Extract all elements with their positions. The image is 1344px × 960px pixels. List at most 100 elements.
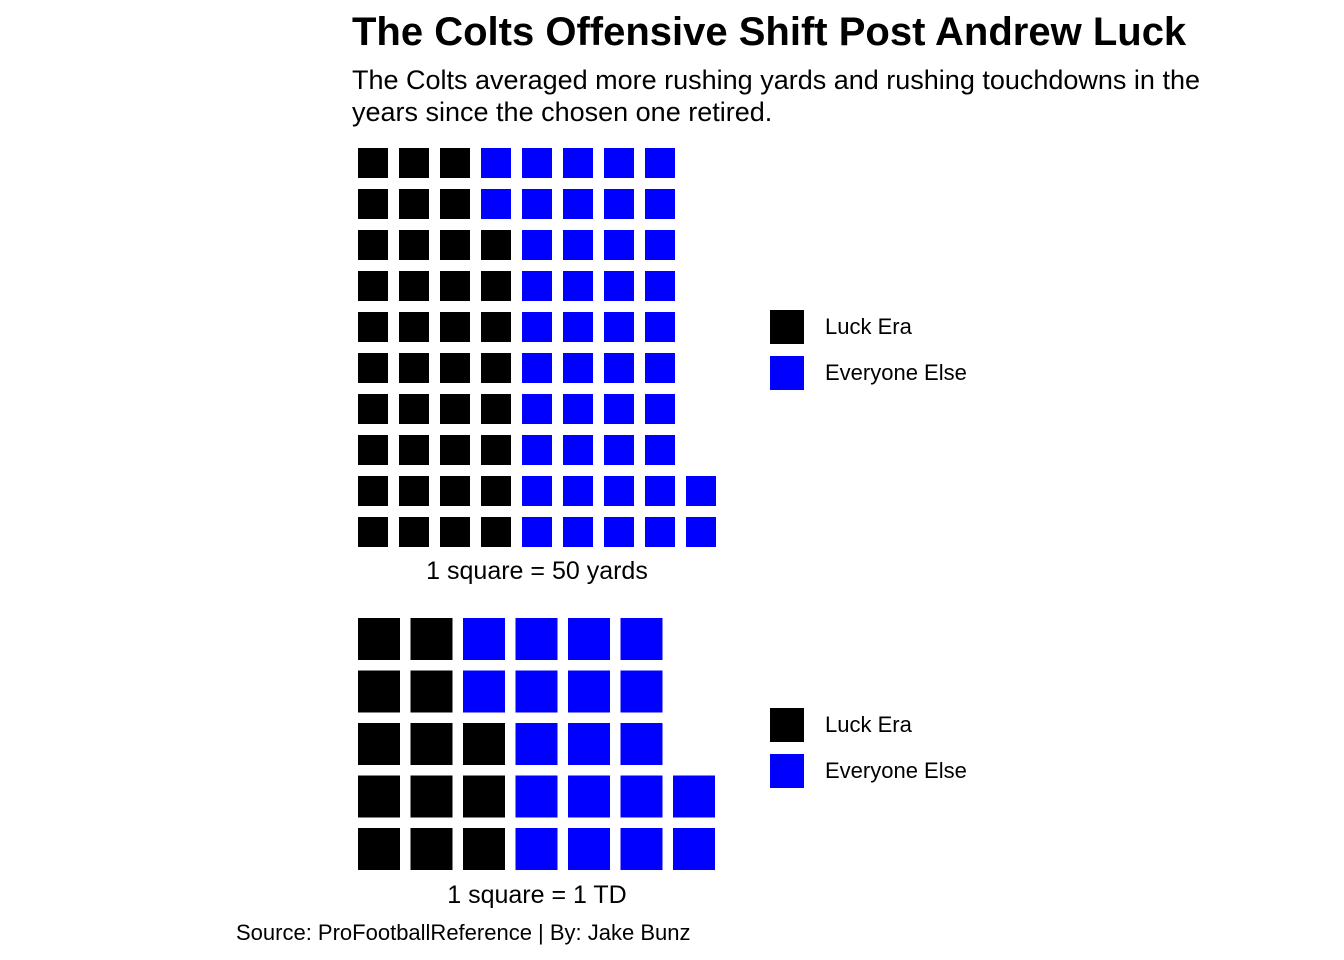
legend-swatch-everyone-else xyxy=(770,754,804,788)
source-credit: Source: ProFootballReference | By: Jake … xyxy=(236,920,691,945)
waffle-square-everyone-else xyxy=(568,618,610,660)
waffle-square-luck-era xyxy=(481,230,511,260)
waffle-square-luck-era xyxy=(440,353,470,383)
waffle-square-luck-era xyxy=(440,476,470,506)
waffle-square-luck-era xyxy=(358,723,400,765)
waffle-square-everyone-else xyxy=(522,189,552,219)
waffle-square-luck-era xyxy=(358,476,388,506)
waffle-square-luck-era xyxy=(399,230,429,260)
waffle-square-everyone-else xyxy=(645,394,675,424)
waffle-square-luck-era xyxy=(399,435,429,465)
waffle-square-luck-era xyxy=(358,312,388,342)
legend-label-everyone-else: Everyone Else xyxy=(825,360,967,385)
waffle-square-everyone-else xyxy=(522,476,552,506)
waffle-square-luck-era xyxy=(399,189,429,219)
waffle-square-everyone-else xyxy=(522,394,552,424)
waffle-square-luck-era xyxy=(440,148,470,178)
waffle-square-everyone-else xyxy=(604,517,634,547)
waffle-square-everyone-else xyxy=(522,435,552,465)
waffle-square-luck-era xyxy=(440,189,470,219)
waffle-square-everyone-else xyxy=(563,476,593,506)
waffle-square-luck-era xyxy=(358,775,400,818)
waffle-square-luck-era xyxy=(481,353,511,383)
waffle-square-everyone-else xyxy=(673,775,715,818)
chart-title: The Colts Offensive Shift Post Andrew Lu… xyxy=(352,10,1187,54)
waffle-rushing-touchdowns-caption: 1 square = 1 TD xyxy=(447,881,627,909)
legend-rushing-touchdowns: Luck Era Everyone Else xyxy=(770,702,967,794)
waffle-square-everyone-else xyxy=(604,435,634,465)
waffle-square-everyone-else xyxy=(515,618,558,660)
waffle-square-everyone-else xyxy=(563,435,593,465)
waffle-square-everyone-else xyxy=(522,271,552,301)
waffle-square-everyone-else xyxy=(563,189,593,219)
waffle-square-luck-era xyxy=(481,271,511,301)
waffle-square-luck-era xyxy=(410,828,453,870)
waffle-square-luck-era xyxy=(358,353,388,383)
waffle-square-everyone-else xyxy=(522,312,552,342)
waffle-square-everyone-else xyxy=(515,723,558,765)
waffle-square-everyone-else xyxy=(645,271,675,301)
waffle-square-everyone-else xyxy=(481,189,511,219)
waffle-square-luck-era xyxy=(440,394,470,424)
waffle-square-everyone-else xyxy=(522,230,552,260)
waffle-square-everyone-else xyxy=(563,230,593,260)
waffle-square-luck-era xyxy=(358,670,400,713)
legend-swatch-everyone-else xyxy=(770,356,804,390)
waffle-square-luck-era xyxy=(399,517,429,547)
legend-label-luck-era: Luck Era xyxy=(825,712,912,737)
waffle-square-everyone-else xyxy=(515,775,558,818)
waffle-square-everyone-else xyxy=(686,476,716,506)
waffle-rushing-yards xyxy=(352,142,722,552)
waffle-square-everyone-else xyxy=(522,353,552,383)
waffle-square-everyone-else xyxy=(604,189,634,219)
waffle-square-luck-era xyxy=(399,394,429,424)
waffle-square-everyone-else xyxy=(604,353,634,383)
waffle-square-luck-era xyxy=(358,517,388,547)
waffle-square-luck-era xyxy=(463,723,505,765)
waffle-rushing-yards-caption: 1 square = 50 yards xyxy=(426,557,648,585)
waffle-square-luck-era xyxy=(440,271,470,301)
waffle-square-everyone-else xyxy=(604,230,634,260)
legend-item-luck-era: Luck Era xyxy=(770,702,967,748)
waffle-square-everyone-else xyxy=(568,775,610,818)
legend-item-luck-era: Luck Era xyxy=(770,304,967,350)
waffle-square-everyone-else xyxy=(645,353,675,383)
waffle-square-luck-era xyxy=(440,517,470,547)
legend-item-everyone-else: Everyone Else xyxy=(770,350,967,396)
waffle-square-everyone-else xyxy=(568,723,610,765)
waffle-square-luck-era xyxy=(410,670,453,713)
waffle-square-everyone-else xyxy=(604,148,634,178)
waffle-square-luck-era xyxy=(410,775,453,818)
waffle-square-everyone-else xyxy=(604,394,634,424)
waffle-square-everyone-else xyxy=(481,148,511,178)
waffle-square-luck-era xyxy=(481,312,511,342)
waffle-square-luck-era xyxy=(481,517,511,547)
legend-item-everyone-else: Everyone Else xyxy=(770,748,967,794)
waffle-square-luck-era xyxy=(481,476,511,506)
waffle-square-everyone-else xyxy=(515,828,558,870)
waffle-square-luck-era xyxy=(481,394,511,424)
waffle-square-everyone-else xyxy=(645,230,675,260)
waffle-square-everyone-else xyxy=(563,517,593,547)
waffle-square-everyone-else xyxy=(604,312,634,342)
waffle-square-luck-era xyxy=(399,353,429,383)
waffle-square-luck-era xyxy=(481,435,511,465)
waffle-square-everyone-else xyxy=(645,476,675,506)
waffle-square-everyone-else xyxy=(563,394,593,424)
waffle-rushing-touchdowns-svg xyxy=(358,618,715,870)
waffle-square-everyone-else xyxy=(686,517,716,547)
waffle-square-everyone-else xyxy=(568,670,610,713)
waffle-square-luck-era xyxy=(358,394,388,424)
waffle-square-luck-era xyxy=(399,476,429,506)
waffle-square-luck-era xyxy=(358,435,388,465)
waffle-rushing-touchdowns xyxy=(352,612,722,876)
waffle-square-everyone-else xyxy=(620,670,663,713)
waffle-square-everyone-else xyxy=(620,618,663,660)
waffle-square-everyone-else xyxy=(522,517,552,547)
waffle-square-luck-era xyxy=(358,189,388,219)
waffle-square-everyone-else xyxy=(604,476,634,506)
legend-label-luck-era: Luck Era xyxy=(825,314,912,339)
legend-swatch-luck-era xyxy=(770,310,804,344)
waffle-square-luck-era xyxy=(399,312,429,342)
waffle-square-luck-era xyxy=(440,230,470,260)
